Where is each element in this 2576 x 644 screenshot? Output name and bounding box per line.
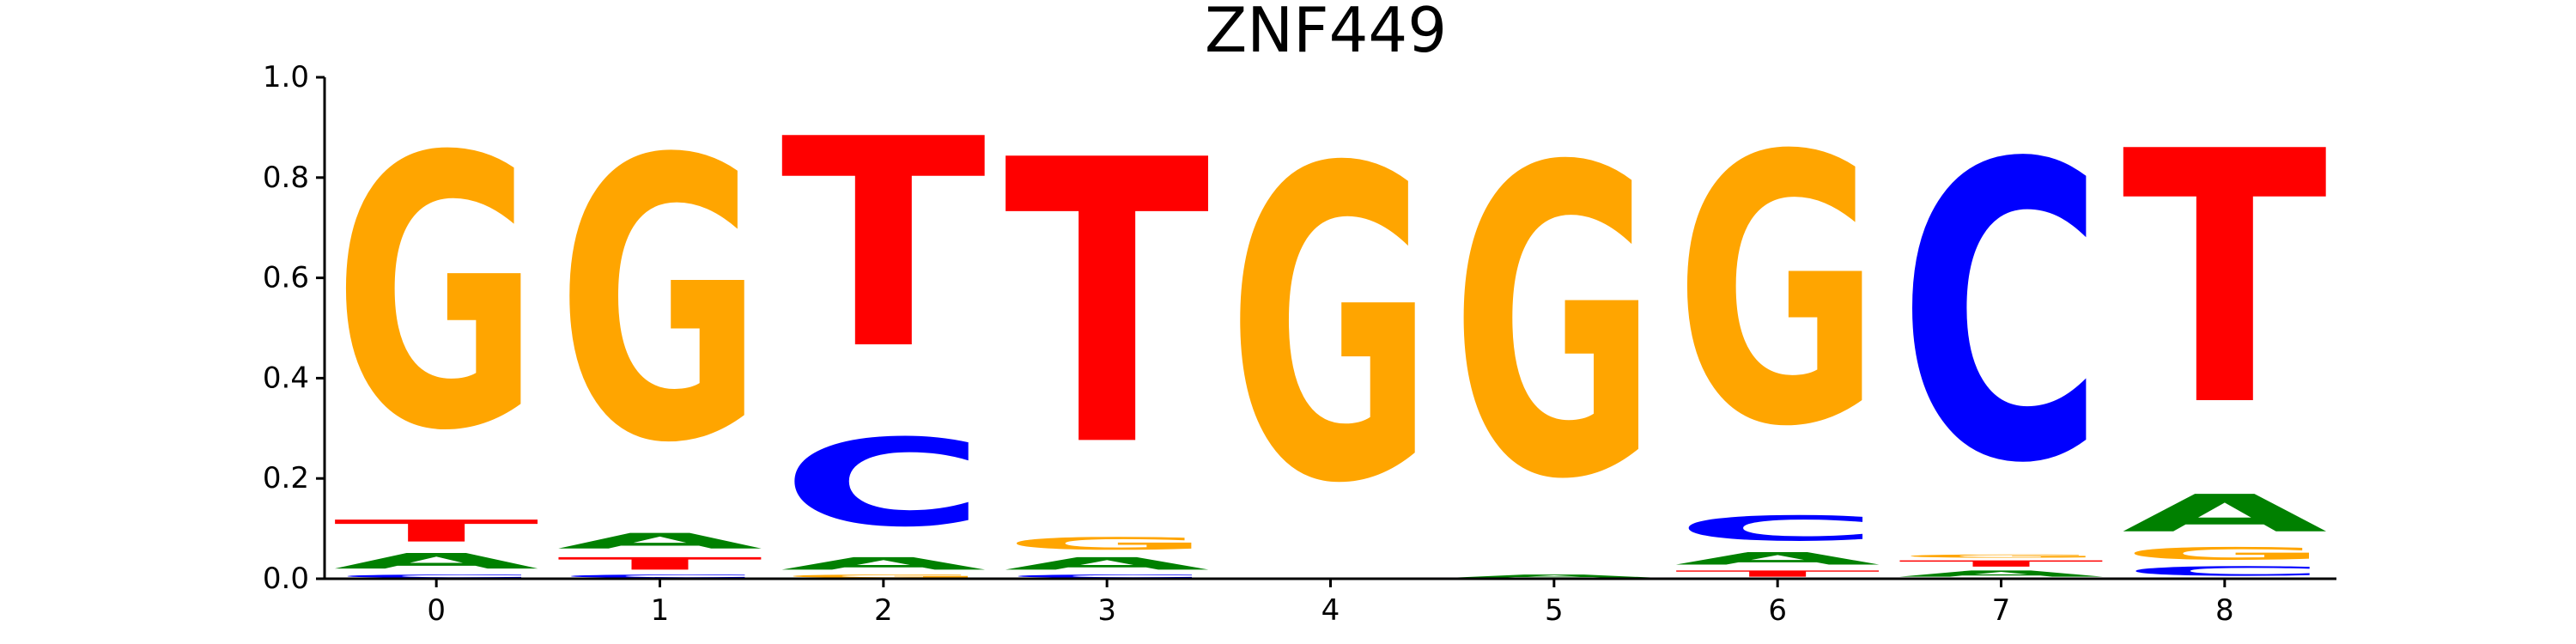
logo-letter-a: A (1899, 568, 2104, 579)
logo-letter-g: G (1899, 554, 2104, 559)
logo-letter-glyph: A (1674, 549, 1880, 568)
logo-letter-a: A (1451, 574, 1656, 579)
logo-letter-a: A (557, 529, 762, 554)
x-tick-label: 6 (1768, 593, 1787, 628)
logo-letter-glyph: A (781, 554, 986, 574)
logo-letter-a: A (333, 549, 538, 574)
logo-letter-glyph: T (1899, 559, 2104, 569)
logo-letter-c: C (557, 574, 762, 579)
logo-letter-t: T (781, 78, 987, 412)
logo-letter-glyph: T (1004, 78, 1211, 532)
logo-letter-t: T (333, 513, 538, 549)
logo-letter-c: C (1899, 78, 2105, 552)
logo-letter-glyph: G (333, 79, 538, 513)
logo-letter-glyph: G (781, 574, 986, 579)
logo-letter-c: C (1674, 508, 1880, 549)
logo-letter-glyph: T (557, 554, 762, 574)
logo-letter-glyph: A (1899, 568, 2104, 579)
logo-letter-glyph: T (1674, 568, 1880, 579)
y-tick-label: 0.0 (263, 562, 309, 596)
x-tick-label: 0 (427, 593, 446, 628)
y-tick-label: 0.2 (263, 461, 309, 495)
logo-letter-glyph: C (1674, 508, 1880, 549)
logo-letter-glyph: G (1004, 533, 1209, 553)
y-tick-label: 0.4 (263, 361, 309, 395)
x-tick-label: 3 (1097, 593, 1116, 628)
logo-letter-g: G (1451, 77, 1656, 572)
logo-letter-a: A (1004, 554, 1209, 574)
logo-letter-g: G (781, 574, 986, 579)
logo-letter-g: G (1228, 80, 1433, 578)
x-tick-label: 8 (2215, 593, 2234, 628)
x-tick-label: 1 (651, 593, 670, 628)
logo-letter-a: A (2122, 483, 2327, 544)
x-ticks: 0 1 2 3 4 5 6 7 8 (427, 579, 2234, 628)
logo-letter-g: G (1004, 533, 1209, 553)
logo-letter-glyph: C (557, 574, 762, 579)
logo-letter-t: T (1674, 568, 1880, 579)
logo-letter-glyph: G (1451, 77, 1656, 572)
logo-letter-g: G (557, 78, 762, 527)
logo-letter-c: C (2122, 564, 2328, 579)
logo-letter-glyph: A (2122, 483, 2327, 544)
logo-letter-glyph: G (2122, 544, 2327, 563)
logo-letter-c: C (333, 574, 538, 579)
logo-letter-glyph: G (1228, 80, 1433, 578)
y-ticks: 0.0 0.2 0.4 0.6 0.8 1.0 (263, 60, 325, 596)
logo-letter-t: T (557, 554, 762, 574)
logo-letter-t: T (1004, 78, 1211, 532)
logo-letter-glyph: A (1451, 574, 1656, 579)
logo-letter-t: T (1899, 559, 2104, 569)
logo-letter-glyph: C (1004, 574, 1209, 579)
logo-letter-glyph: G (557, 78, 762, 527)
logo-letter-glyph: C (2122, 564, 2328, 579)
x-tick-label: 2 (874, 593, 893, 628)
logo-letter-glyph: G (1674, 77, 1880, 507)
logo-letter-c: C (781, 414, 986, 554)
logo-letter-g: G (1674, 77, 1880, 507)
logo-letter-glyph: G (1899, 554, 2104, 559)
chart-title: ZNF449 (1205, 0, 1447, 66)
logo-letter-glyph: C (1899, 78, 2105, 552)
logo-letter-c: C (1004, 574, 1209, 579)
y-tick-label: 0.8 (263, 161, 309, 195)
logo-letter-glyph: C (781, 414, 986, 554)
logo-letter-a: A (781, 554, 986, 574)
y-tick-label: 1.0 (263, 60, 309, 94)
x-tick-label: 5 (1545, 593, 1564, 628)
logo-letter-glyph: A (1004, 554, 1209, 574)
logo-letter-glyph: C (333, 574, 538, 579)
logo-letter-t: T (2122, 79, 2329, 483)
logo-letter-glyph: T (781, 78, 987, 412)
logo-letter-glyph: T (333, 513, 538, 549)
logo-letter-g: G (333, 79, 538, 513)
x-tick-label: 7 (1992, 593, 2011, 628)
logo-letter-a: A (1674, 549, 1880, 568)
logo-letter-glyph: T (2122, 79, 2329, 483)
logo-letter-g: G (2122, 544, 2327, 563)
y-tick-label: 0.6 (263, 261, 309, 295)
logo-letter-glyph: A (333, 549, 538, 574)
x-tick-label: 4 (1321, 593, 1340, 628)
logo-letter-glyph: A (557, 529, 762, 554)
